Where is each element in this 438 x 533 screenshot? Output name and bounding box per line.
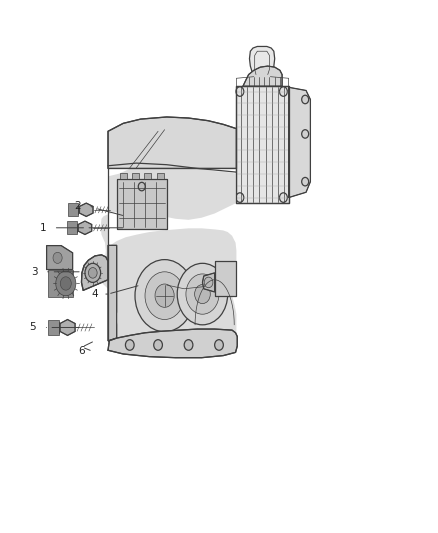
Circle shape <box>236 193 244 203</box>
Bar <box>132 173 139 179</box>
Polygon shape <box>237 86 289 203</box>
Bar <box>145 173 152 179</box>
Polygon shape <box>202 273 215 292</box>
Bar <box>48 320 59 335</box>
Text: 5: 5 <box>29 322 36 333</box>
Circle shape <box>145 272 184 319</box>
Polygon shape <box>108 245 117 341</box>
Text: 1: 1 <box>39 223 46 233</box>
Polygon shape <box>215 261 237 296</box>
Circle shape <box>138 182 145 191</box>
Circle shape <box>302 130 309 138</box>
Polygon shape <box>46 246 73 270</box>
Text: 6: 6 <box>78 346 85 357</box>
Circle shape <box>125 340 134 350</box>
Circle shape <box>302 177 309 186</box>
Circle shape <box>302 95 309 104</box>
Circle shape <box>236 87 244 96</box>
Polygon shape <box>99 160 237 352</box>
Circle shape <box>177 263 228 325</box>
Bar <box>120 173 127 179</box>
Bar <box>157 173 164 179</box>
Polygon shape <box>243 66 282 86</box>
Polygon shape <box>81 255 108 290</box>
Circle shape <box>154 340 162 350</box>
Polygon shape <box>289 87 311 198</box>
Polygon shape <box>79 203 93 216</box>
Circle shape <box>135 260 194 332</box>
Bar <box>68 204 78 216</box>
Polygon shape <box>250 46 275 78</box>
Polygon shape <box>108 117 237 168</box>
Circle shape <box>88 268 97 278</box>
Bar <box>47 270 73 297</box>
Text: 4: 4 <box>92 289 98 299</box>
Polygon shape <box>117 179 167 229</box>
Circle shape <box>60 277 71 290</box>
Circle shape <box>215 340 223 350</box>
Circle shape <box>186 274 219 314</box>
Polygon shape <box>60 319 75 335</box>
Bar <box>67 221 77 234</box>
Circle shape <box>155 284 174 308</box>
Circle shape <box>56 271 76 296</box>
Circle shape <box>279 193 287 203</box>
Circle shape <box>279 87 287 96</box>
Text: 2: 2 <box>74 200 81 211</box>
Circle shape <box>184 340 193 350</box>
Circle shape <box>194 285 210 304</box>
Text: 3: 3 <box>31 267 37 277</box>
Polygon shape <box>108 329 237 358</box>
Polygon shape <box>78 221 92 235</box>
Circle shape <box>85 263 101 282</box>
Circle shape <box>204 277 213 288</box>
Circle shape <box>53 252 62 263</box>
